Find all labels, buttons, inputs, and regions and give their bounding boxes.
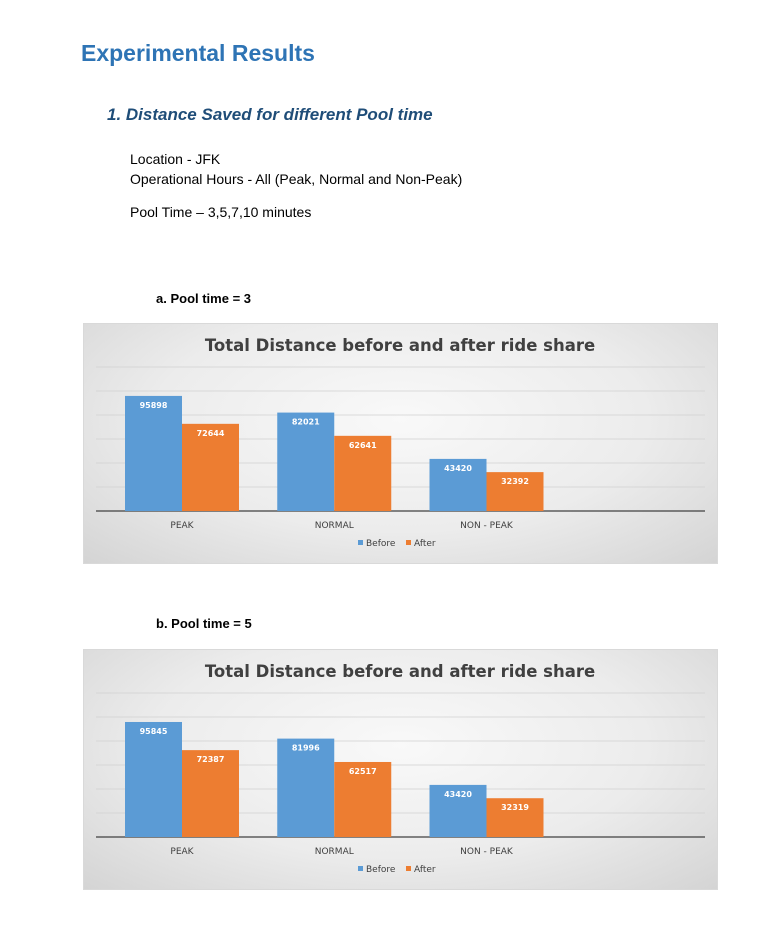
x-tick-label: NON - PEAK	[460, 521, 514, 531]
chart-pool-time-3: Total Distance before and after ride sha…	[83, 323, 718, 564]
bar-chart-svg: Total Distance before and after ride sha…	[96, 336, 705, 549]
data-label: 95898	[140, 401, 168, 410]
x-tick-label: NORMAL	[315, 847, 354, 857]
data-label: 43420	[444, 790, 472, 799]
legend-label-after: After	[414, 539, 436, 549]
subsection-a-label: a. Pool time = 3	[156, 291, 252, 306]
bar-after	[182, 423, 239, 511]
x-tick-label: PEAK	[170, 847, 194, 857]
chart-title: Total Distance before and after ride sha…	[205, 336, 595, 355]
data-label: 81996	[292, 744, 320, 753]
bar-after	[334, 761, 392, 837]
subsection-b-label: b. Pool time = 5	[156, 616, 252, 631]
legend-swatch-before	[358, 866, 363, 871]
legend-label-before: Before	[366, 865, 396, 875]
x-tick-label: NORMAL	[315, 521, 354, 531]
chart-pool-time-5: Total Distance before and after ride sha…	[83, 649, 718, 890]
bar-before	[125, 395, 182, 511]
data-label: 72644	[197, 429, 225, 438]
location-text: Location - JFK	[130, 151, 221, 167]
operational-hours-text: Operational Hours - All (Peak, Normal an…	[130, 171, 463, 187]
bar-after	[334, 435, 392, 511]
data-label: 43420	[444, 464, 472, 473]
x-tick-label: PEAK	[170, 521, 194, 531]
data-label: 62641	[349, 441, 377, 450]
bar-before	[429, 458, 487, 511]
data-label: 72387	[197, 755, 225, 764]
legend-swatch-after	[406, 866, 411, 871]
data-label: 82021	[292, 418, 320, 427]
legend-swatch-after	[406, 540, 411, 545]
data-label: 62517	[349, 767, 377, 776]
pool-time-text: Pool Time – 3,5,7,10 minutes	[130, 204, 312, 220]
legend-label-after: After	[414, 865, 436, 875]
bar-before	[125, 721, 182, 837]
x-tick-label: NON - PEAK	[460, 847, 514, 857]
bar-after	[486, 472, 544, 511]
bar-after	[182, 750, 239, 837]
bar-chart-svg: Total Distance before and after ride sha…	[96, 662, 705, 875]
data-label: 32319	[501, 803, 529, 812]
bar-after	[486, 798, 544, 837]
data-label: 32392	[501, 477, 529, 486]
section-title: 1. Distance Saved for different Pool tim…	[107, 105, 433, 124]
page-heading: Experimental Results	[81, 40, 315, 66]
data-label: 95845	[140, 727, 168, 736]
legend-label-before: Before	[366, 539, 396, 549]
bar-before	[277, 412, 335, 511]
bar-before	[429, 784, 487, 837]
chart-title: Total Distance before and after ride sha…	[205, 662, 595, 681]
legend-swatch-before	[358, 540, 363, 545]
bar-before	[277, 738, 335, 837]
